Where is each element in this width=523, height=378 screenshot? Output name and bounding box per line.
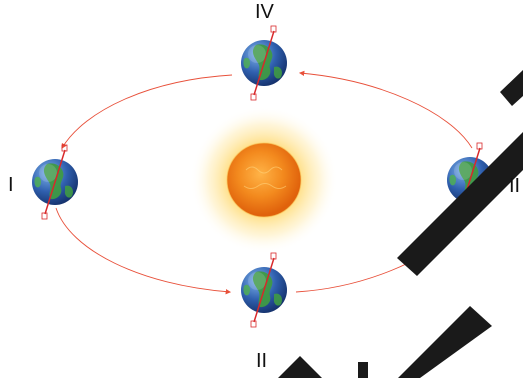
position-label-left: I [8, 174, 14, 196]
position-label-top: IV [255, 1, 274, 23]
sun-icon [190, 106, 338, 254]
earth-globe-icon [31, 144, 79, 220]
earth-globe-icon [240, 25, 288, 101]
position-label-bottom: II [256, 350, 268, 372]
earth-globe-icon [240, 252, 288, 328]
orbit-path [55, 70, 473, 295]
position-label-right: II [509, 175, 521, 197]
redaction-overlay [278, 70, 523, 378]
